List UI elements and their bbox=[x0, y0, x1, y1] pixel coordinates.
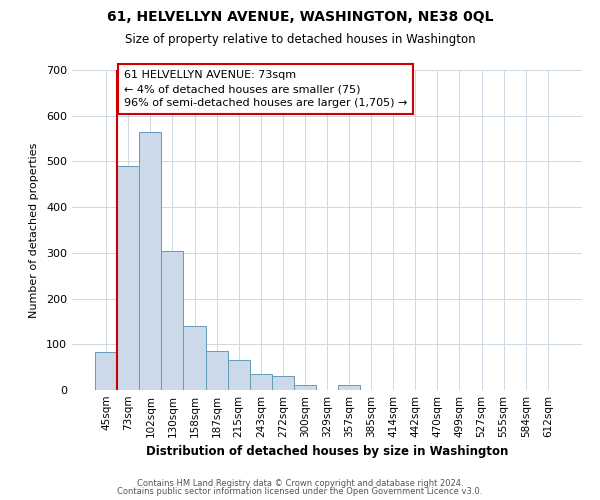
Text: Size of property relative to detached houses in Washington: Size of property relative to detached ho… bbox=[125, 32, 475, 46]
Bar bbox=[294, 384, 316, 390]
Text: 61, HELVELLYN AVENUE, WASHINGTON, NE38 0QL: 61, HELVELLYN AVENUE, WASHINGTON, NE38 0… bbox=[107, 10, 493, 24]
Bar bbox=[117, 166, 139, 390]
Bar bbox=[206, 350, 227, 390]
Text: Contains HM Land Registry data © Crown copyright and database right 2024.: Contains HM Land Registry data © Crown c… bbox=[137, 478, 463, 488]
Bar bbox=[139, 132, 161, 390]
Bar bbox=[95, 352, 117, 390]
Bar bbox=[272, 376, 294, 390]
Text: Contains public sector information licensed under the Open Government Licence v3: Contains public sector information licen… bbox=[118, 487, 482, 496]
Bar bbox=[250, 374, 272, 390]
Bar bbox=[161, 250, 184, 390]
Y-axis label: Number of detached properties: Number of detached properties bbox=[29, 142, 39, 318]
Bar bbox=[338, 384, 360, 390]
Text: 61 HELVELLYN AVENUE: 73sqm
← 4% of detached houses are smaller (75)
96% of semi-: 61 HELVELLYN AVENUE: 73sqm ← 4% of detac… bbox=[124, 70, 407, 108]
X-axis label: Distribution of detached houses by size in Washington: Distribution of detached houses by size … bbox=[146, 446, 508, 458]
Bar bbox=[227, 360, 250, 390]
Bar bbox=[184, 326, 206, 390]
